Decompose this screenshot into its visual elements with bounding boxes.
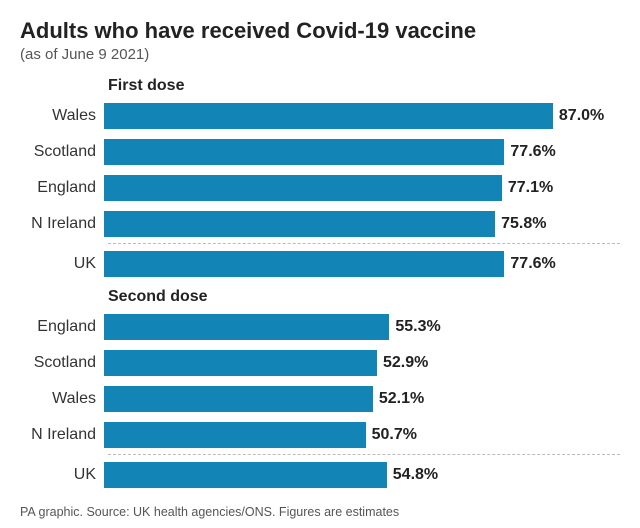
section-divider — [108, 454, 620, 455]
bar-fill — [104, 139, 504, 165]
bar-row: Scotland 77.6% — [20, 135, 620, 168]
bar-track: 52.1% — [104, 386, 620, 412]
bar-row: Wales 87.0% — [20, 99, 620, 132]
bar-row: UK 77.6% — [20, 247, 620, 280]
bar-track: 77.6% — [104, 139, 620, 165]
bar-row-label: N Ireland — [20, 215, 104, 233]
bar-track: 75.8% — [104, 211, 620, 237]
bar-fill — [104, 314, 389, 340]
bar-row-label: England — [20, 179, 104, 197]
section-heading: Second dose — [108, 288, 620, 306]
bar-track: 52.9% — [104, 350, 620, 376]
bar-row: UK 54.8% — [20, 458, 620, 491]
bar-fill — [104, 350, 377, 376]
bar-track: 87.0% — [104, 103, 620, 129]
bar-row: N Ireland 75.8% — [20, 207, 620, 240]
bar-fill — [104, 103, 553, 129]
bar-row-label: Scotland — [20, 143, 104, 161]
bar-value: 52.9% — [383, 354, 428, 372]
bar-track: 77.6% — [104, 251, 620, 277]
bar-fill — [104, 251, 504, 277]
chart-footer: PA graphic. Source: UK health agencies/O… — [20, 505, 620, 519]
chart-title: Adults who have received Covid-19 vaccin… — [20, 18, 620, 44]
bar-value: 54.8% — [393, 466, 438, 484]
bar-value: 77.6% — [510, 255, 555, 273]
bar-row-label: Scotland — [20, 354, 104, 372]
bar-track: 50.7% — [104, 422, 620, 448]
bar-row-label: UK — [20, 466, 104, 484]
bar-track: 77.1% — [104, 175, 620, 201]
bar-value: 52.1% — [379, 390, 424, 408]
bar-row-label: N Ireland — [20, 426, 104, 444]
bar-row: Scotland 52.9% — [20, 346, 620, 379]
bar-row: England 77.1% — [20, 171, 620, 204]
bar-value: 50.7% — [372, 426, 417, 444]
bar-value: 55.3% — [395, 318, 440, 336]
bar-value: 87.0% — [559, 107, 604, 125]
section-divider — [108, 243, 620, 244]
bar-row-label: Wales — [20, 107, 104, 125]
section-heading: First dose — [108, 77, 620, 95]
bar-value: 75.8% — [501, 215, 546, 233]
bar-row: England 55.3% — [20, 310, 620, 343]
bar-fill — [104, 462, 387, 488]
bar-row-label: UK — [20, 255, 104, 273]
bar-track: 55.3% — [104, 314, 620, 340]
bar-row-label: England — [20, 318, 104, 336]
bar-value: 77.1% — [508, 179, 553, 197]
bar-row: N Ireland 50.7% — [20, 418, 620, 451]
chart-subtitle: (as of June 9 2021) — [20, 46, 620, 63]
chart-body: First doseWales87.0%Scotland77.6%England… — [20, 77, 620, 491]
bar-fill — [104, 386, 373, 412]
bar-fill — [104, 211, 495, 237]
bar-fill — [104, 175, 502, 201]
bar-row-label: Wales — [20, 390, 104, 408]
bar-fill — [104, 422, 366, 448]
bar-row: Wales 52.1% — [20, 382, 620, 415]
bar-value: 77.6% — [510, 143, 555, 161]
bar-track: 54.8% — [104, 462, 620, 488]
